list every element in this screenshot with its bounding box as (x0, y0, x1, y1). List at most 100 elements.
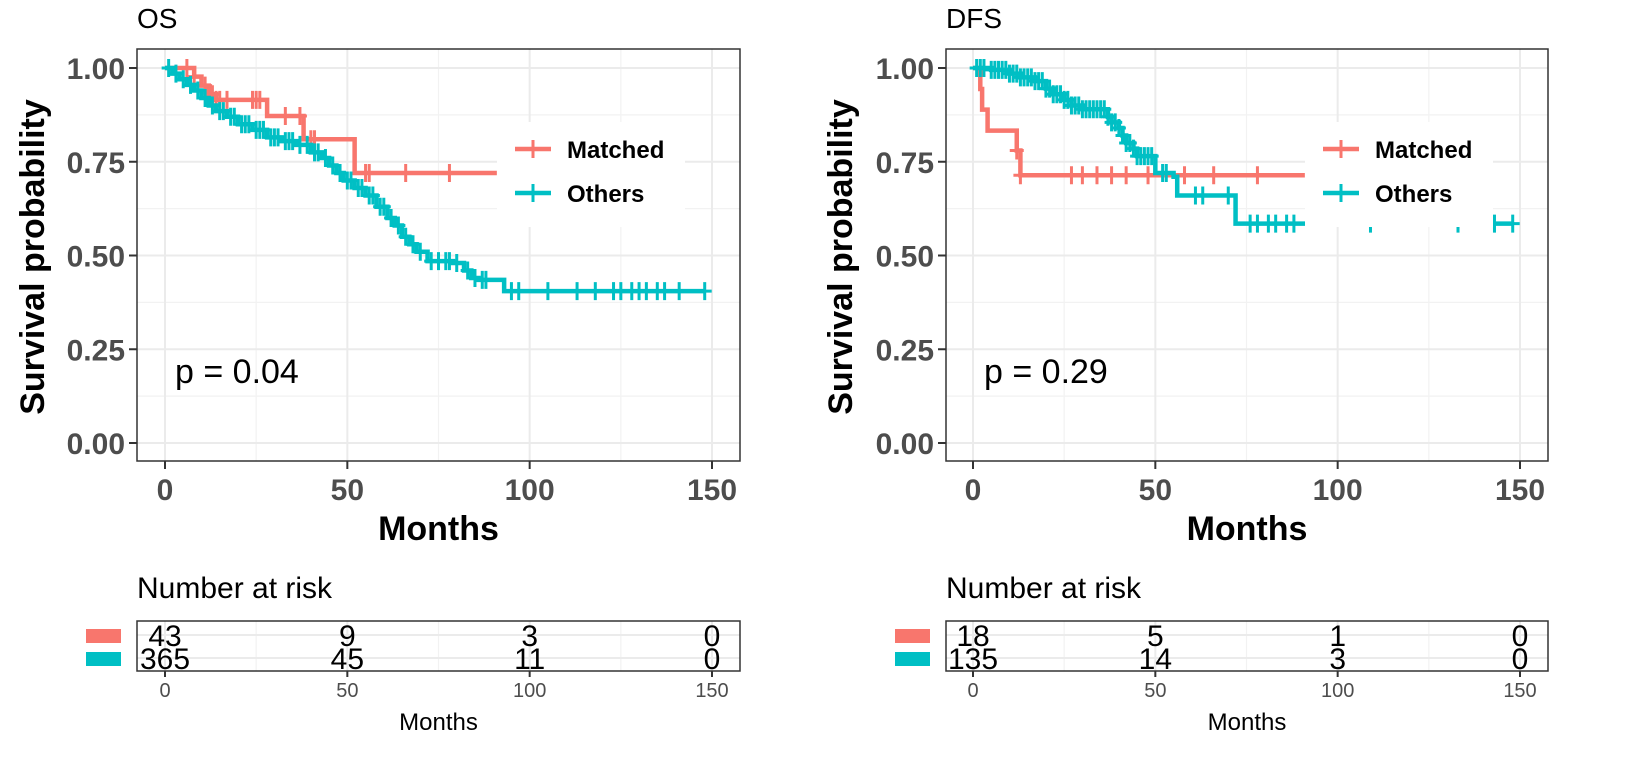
risk-row-color-swatch (86, 629, 121, 643)
legend-label: Others (567, 181, 644, 208)
censor-mark (570, 282, 585, 301)
y-tick-label: 0.50 (67, 241, 125, 274)
legend-background (1305, 122, 1493, 227)
legend-item-matched: Matched (515, 137, 664, 164)
risk-count: 5 (1147, 620, 1164, 653)
risk-count: 3 (1329, 643, 1346, 676)
censor-mark (588, 282, 603, 301)
risk-x-tick-label: 100 (1321, 680, 1354, 702)
legend-label: Others (1375, 181, 1452, 208)
censor-mark (1206, 166, 1221, 185)
censor-mark (216, 102, 231, 121)
risk-count: 18 (956, 620, 989, 653)
censor-mark (1013, 166, 1028, 185)
censor-mark (478, 270, 493, 289)
censor-mark (183, 75, 198, 94)
censor-mark (1221, 186, 1236, 205)
legend-item-matched: Matched (1323, 137, 1472, 164)
risk-x-axis-title: Months (399, 709, 478, 736)
censor-mark (198, 89, 213, 107)
legend-label: Matched (1375, 137, 1472, 164)
p-value-annotation: p = 0.04 (175, 353, 299, 391)
x-tick-label: 50 (1139, 474, 1172, 507)
censor-mark (205, 96, 220, 115)
x-axis-title: Months (1187, 510, 1308, 548)
censor-mark (391, 216, 406, 235)
censor-mark (672, 282, 687, 301)
risk-row-color-swatch (895, 652, 930, 666)
x-axis-title: Months (378, 510, 499, 548)
legend: Matched Others (497, 122, 685, 227)
risk-count: 0 (704, 620, 721, 653)
censor-mark (1250, 166, 1265, 185)
censor-mark (300, 135, 315, 154)
risk-count: 0 (704, 643, 721, 676)
censor-mark (460, 261, 475, 280)
censor-mark (333, 164, 348, 182)
risk-table-border (136, 620, 741, 672)
risk-x-tick-label: 100 (513, 680, 546, 702)
panel-os: OS Matched Others 0.00 0.25 0.50 0.75 1.00 Survi… (14, 3, 741, 736)
y-axis: 0.00 0.25 0.50 0.75 1.00 Survival probability (14, 53, 137, 461)
censor-mark (325, 156, 340, 175)
y-tick-label: 0.25 (67, 334, 125, 367)
censor-mark (161, 59, 176, 77)
y-tick-label: 0.75 (876, 147, 934, 180)
censor-mark (1009, 141, 1024, 160)
censor-mark (190, 81, 205, 100)
risk-x-tick-label: 50 (336, 680, 358, 702)
series-matched (973, 65, 1305, 185)
censor-mark (256, 120, 271, 139)
censor-mark (271, 128, 286, 147)
censor-mark (1104, 166, 1119, 185)
censor-mark (449, 254, 464, 272)
censor-mark (1089, 166, 1104, 185)
censor-mark (376, 197, 391, 216)
risk-table-border (945, 620, 1549, 672)
legend-label: Matched (567, 137, 664, 164)
censor-mark (1141, 166, 1156, 185)
risk-table-title: Number at risk (946, 572, 1142, 605)
risk-row-matched: 18 5 1 0 (895, 620, 1528, 653)
risk-x-tick-label: 0 (159, 680, 170, 702)
series-matched (165, 59, 497, 182)
censor-mark (1505, 214, 1520, 233)
censor-mark (1119, 166, 1134, 185)
risk-row-matched: 43 9 3 0 (86, 620, 720, 653)
censor-mark (442, 252, 457, 271)
censor-mark (252, 90, 267, 109)
risk-count: 0 (1512, 620, 1529, 653)
panel-title: DFS (946, 3, 1002, 34)
x-tick-label: 100 (505, 474, 555, 507)
y-tick-label: 0.00 (876, 428, 934, 461)
censor-mark (365, 186, 380, 205)
risk-x-tick-label: 50 (1144, 680, 1166, 702)
series-others (161, 59, 712, 301)
censor-mark (241, 115, 256, 134)
risk-row-color-swatch (86, 652, 121, 666)
censor-mark (1159, 164, 1174, 182)
p-value-annotation: p = 0.29 (984, 353, 1108, 391)
x-tick-label: 100 (1313, 474, 1363, 507)
censor-mark (398, 227, 413, 246)
y-tick-label: 1.00 (67, 53, 125, 86)
censor-mark (442, 164, 457, 182)
x-tick-label: 0 (965, 474, 982, 507)
censor-mark (511, 282, 526, 301)
y-tick-label: 1.00 (876, 53, 934, 86)
censor-mark (540, 282, 555, 301)
x-axis: 0 50 100 150 Months (157, 461, 737, 548)
censor-mark (405, 235, 420, 254)
censor-mark (1075, 166, 1090, 185)
censor-mark (384, 209, 399, 227)
censor-mark (354, 179, 369, 197)
risk-count: 43 (148, 620, 181, 653)
legend-background (497, 122, 685, 227)
y-axis: 0.00 0.25 0.50 0.75 1.00 Survival probability (822, 53, 946, 461)
censor-mark (219, 90, 234, 109)
risk-count: 1 (1329, 620, 1346, 653)
risk-table-title: Number at risk (137, 572, 333, 605)
y-tick-label: 0.25 (876, 334, 934, 367)
censor-mark (318, 149, 333, 167)
